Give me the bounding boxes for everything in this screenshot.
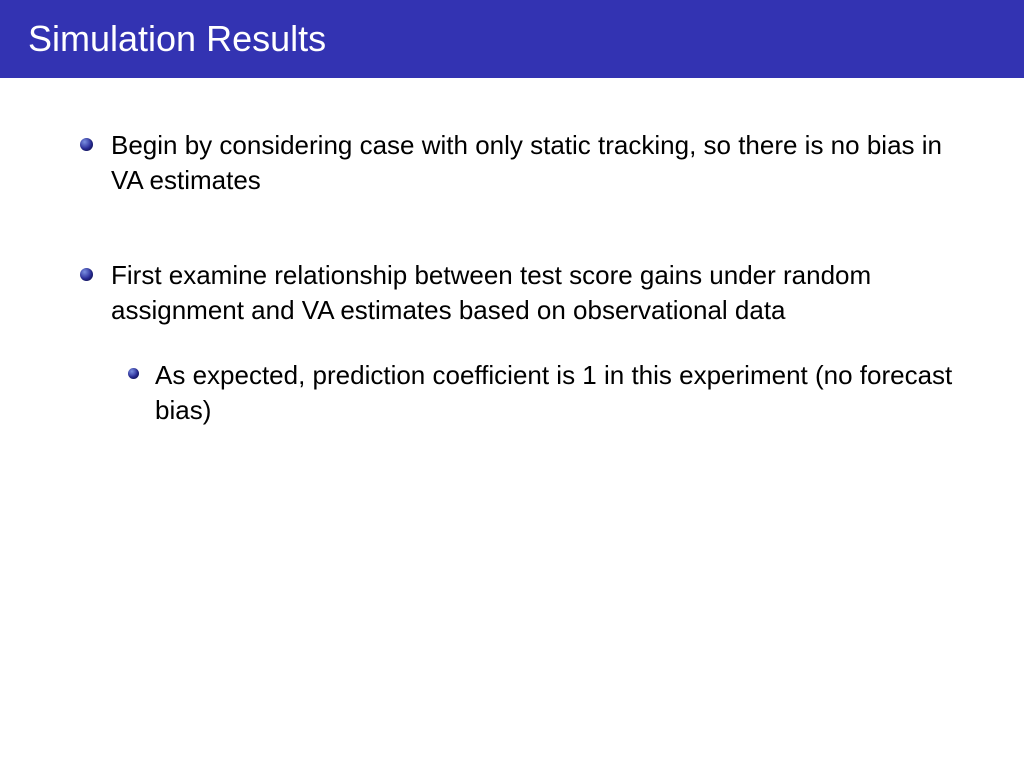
bullet-icon	[80, 268, 93, 281]
slide-content: Begin by considering case with only stat…	[0, 78, 1024, 509]
sub-bullet-text: As expected, prediction coefficient is 1…	[155, 358, 964, 428]
bullet-text: Begin by considering case with only stat…	[111, 128, 964, 198]
bullet-item: Begin by considering case with only stat…	[80, 128, 964, 198]
bullet-text: First examine relationship between test …	[111, 258, 964, 328]
slide-title: Simulation Results	[28, 18, 996, 60]
sub-bullet-item: As expected, prediction coefficient is 1…	[128, 358, 964, 428]
bullet-item: First examine relationship between test …	[80, 258, 964, 328]
bullet-icon	[80, 138, 93, 151]
slide-header: Simulation Results	[0, 0, 1024, 78]
bullet-icon	[128, 368, 139, 379]
